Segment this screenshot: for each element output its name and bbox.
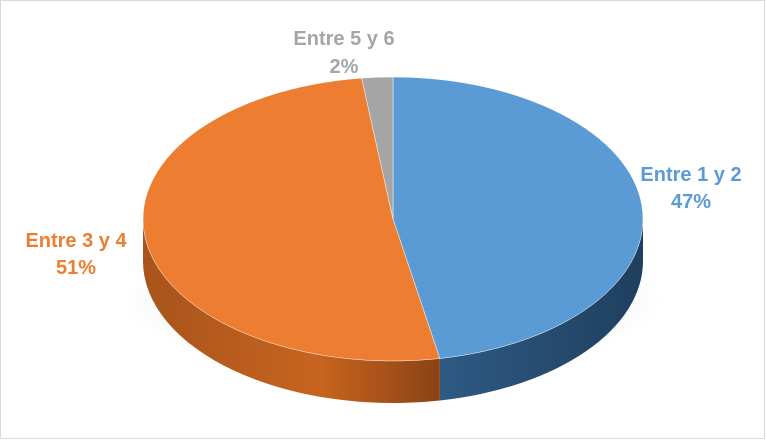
data-label-percent-1: 47%: [671, 191, 711, 213]
data-label-percent-2: 51%: [56, 257, 96, 279]
pie-slice-2: [142, 77, 441, 362]
pie-side-2: [143, 219, 440, 403]
pie-slice-1: [392, 76, 644, 359]
data-label-category-2: Entre 3 y 4: [25, 230, 127, 252]
pie-slice-3: [361, 76, 394, 220]
pie-side-1: [439, 219, 643, 401]
data-label-percent-3: 2%: [330, 56, 359, 78]
data-label-category-3: Entre 5 y 6: [293, 28, 394, 50]
data-label-category-1: Entre 1 y 2: [640, 164, 741, 186]
